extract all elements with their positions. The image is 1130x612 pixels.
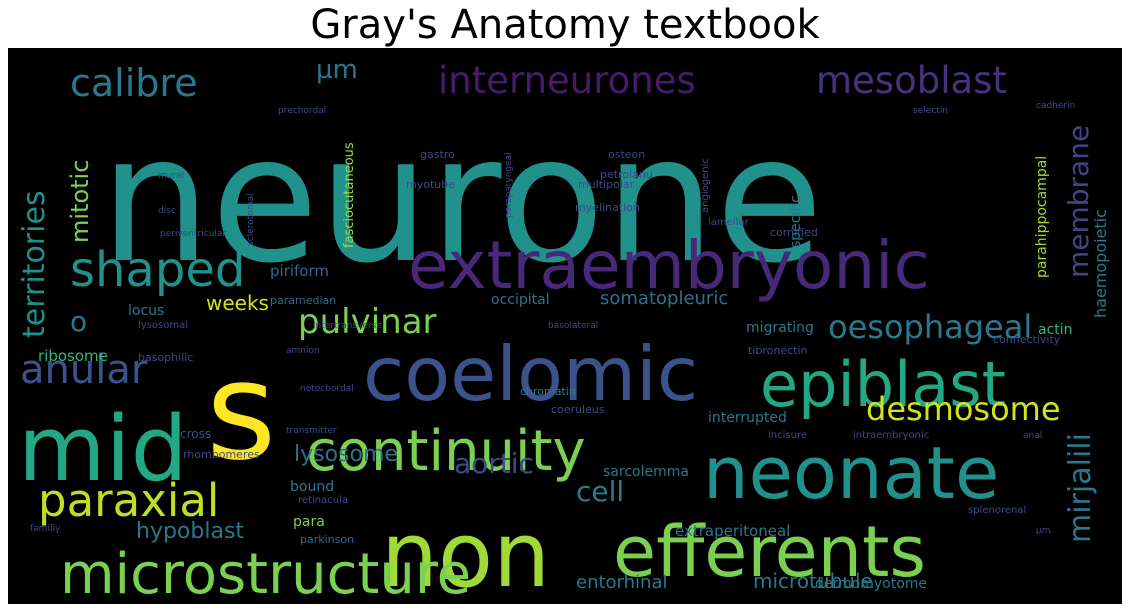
cloud-word: myotube [406, 178, 455, 191]
cloud-word: periventricular [160, 229, 226, 239]
cloud-word: actin [1038, 322, 1073, 338]
cloud-word: parahippocampal [1034, 156, 1050, 278]
cloud-word: retinacula [298, 495, 348, 506]
cloud-word: cornified [770, 226, 818, 239]
cloud-word: microstructure [60, 542, 471, 604]
cloud-word: tibronectin [748, 344, 808, 357]
cloud-word: haemopoietic [1091, 209, 1110, 318]
cloud-word: extraembryonic [408, 227, 930, 304]
cloud-word: somatopleuric [600, 288, 728, 309]
cloud-word: weeks [206, 291, 269, 315]
cloud-word: bound [290, 479, 334, 495]
cloud-word: anular [20, 347, 148, 393]
cloud-word: paraparyngeal [504, 152, 514, 218]
cloud-word: mitotic [66, 160, 94, 243]
cloud-word: paramedian [270, 294, 336, 307]
cloud-word: lysosome [294, 442, 398, 467]
cloud-word: occipital [491, 292, 550, 308]
cloud-word: interneurones [438, 59, 696, 102]
cloud-word: hypoblast [136, 519, 244, 544]
cloud-word: intraembryonic [853, 430, 929, 441]
cloud-word: disc [158, 206, 176, 216]
cloud-word: entorhinal [576, 572, 668, 593]
cloud-word: parkinson [300, 533, 354, 546]
cloud-word: familiy [30, 524, 61, 534]
cloud-word: membrane [1062, 125, 1095, 278]
cloud-word: ribosome [38, 347, 108, 365]
cloud-word: mural [158, 171, 184, 181]
word-cloud-canvas: neurone s non extraembryonic coelomic mid effe… [17, 55, 1110, 604]
cloud-word: oesophageal [828, 308, 1032, 346]
cloud-word: connectivity [993, 333, 1061, 346]
cloud-word: notochordal [300, 384, 354, 394]
cloud-word: neurone [100, 99, 823, 302]
cloud-word: epiblast [760, 348, 1006, 421]
cloud-word: chromatin [520, 385, 576, 398]
cloud-word: territories [17, 190, 52, 338]
cloud-word: coelomic [363, 330, 698, 418]
cloud-word: para [293, 514, 325, 530]
cloud-word: transmitter [286, 426, 337, 436]
cloud-word: mid [18, 397, 188, 502]
cloud-word: pulvinar [298, 302, 437, 342]
cloud-word: gastro [420, 148, 455, 161]
cloud-word: aortic [454, 447, 534, 480]
cloud-word: rhombomeres [183, 448, 260, 461]
cloud-word: prechordal [278, 106, 326, 116]
cloud-word: petrolanu [600, 168, 653, 181]
cloud-word: incisure [768, 430, 807, 441]
cloud-word: osteon [608, 148, 645, 161]
cloud-word: selectin [913, 106, 948, 116]
chart-title: Gray's Anatomy textbook [310, 2, 820, 48]
cloud-word: lysosomal [138, 320, 188, 331]
cloud-word: locus [128, 303, 164, 319]
cloud-word: lamellar [708, 217, 749, 228]
cloud-word: angiogenic [700, 158, 711, 213]
word-cloud: neurone s non extraembryonic coelomic mid effe… [8, 48, 1122, 604]
cloud-word: interrupted [708, 410, 787, 426]
cloud-word: sclerotomal [246, 193, 256, 246]
cloud-word: neonate [703, 431, 999, 515]
cloud-word: basophilic [138, 351, 193, 364]
cloud-word: shaped [70, 242, 245, 298]
cloud-word: basolateral [548, 321, 598, 331]
cloud-word: o [70, 305, 87, 338]
cloud-word: cross [180, 427, 211, 441]
cloud-word: sarcolemma [603, 464, 689, 480]
cloud-word: µm [316, 55, 358, 85]
cloud-word: s [206, 333, 276, 490]
cloud-word: multipolar [578, 178, 635, 191]
cloud-word: fasciocutaneous [342, 142, 357, 248]
cloud-word: mirjalili [1063, 433, 1098, 543]
cloud-word: dermomyotome [815, 576, 927, 592]
cloud-word: anal [1023, 431, 1042, 441]
cloud-word: cadherin [1036, 101, 1075, 111]
cloud-word: efferents [613, 511, 926, 593]
cloud-word: intertransverse [313, 321, 382, 331]
cloud-word: mesoblast [816, 59, 1007, 102]
cloud-word: specific [788, 195, 804, 248]
cloud-word: piriform [270, 262, 329, 280]
cloud-word: continuity [306, 419, 586, 484]
cloud-word: migrating [746, 320, 814, 336]
cloud-word: µm [1036, 526, 1051, 536]
cloud-word: coeruleus [551, 403, 605, 416]
cloud-word: extraperitoneal [675, 522, 790, 540]
cloud-word: cell [576, 475, 624, 508]
cloud-word: desmosome [866, 390, 1061, 428]
cloud-word: non [381, 503, 550, 604]
cloud-word: amnion [286, 346, 320, 356]
cloud-word: paraxial [38, 474, 219, 527]
cloud-word: microtubule [753, 569, 873, 593]
cloud-word: myelination [575, 201, 640, 214]
cloud-word: splenorenal [968, 505, 1026, 516]
cloud-word: calibre [70, 61, 198, 105]
